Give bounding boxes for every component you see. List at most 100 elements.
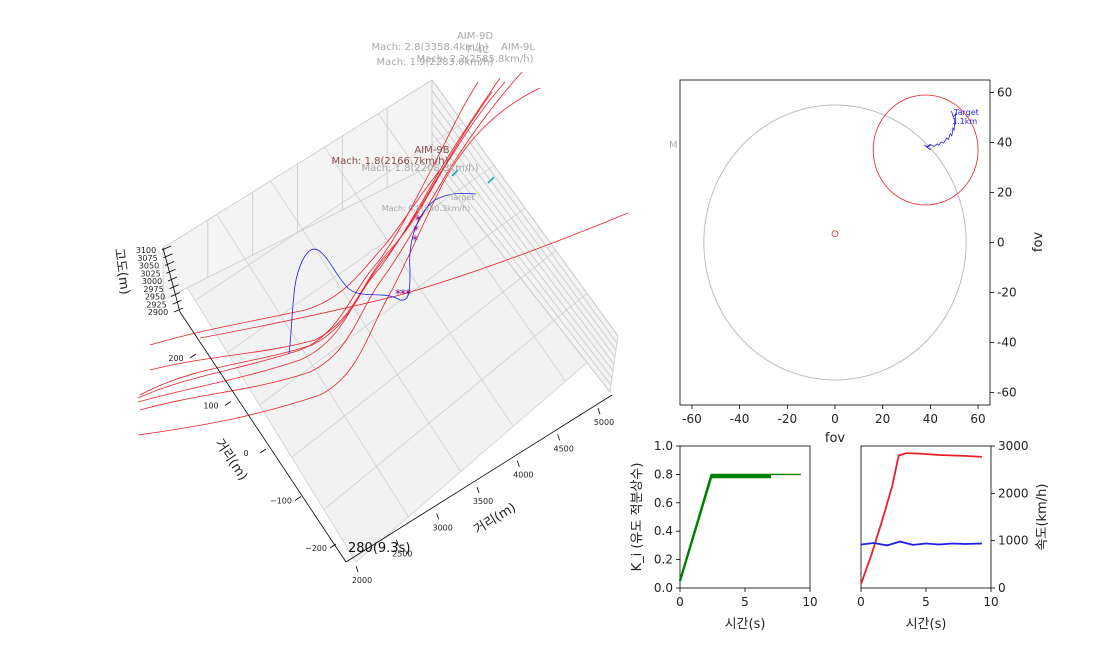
label-aim9l-mach: Mach: 2.2(2585.8km/h) [416,54,533,65]
fov-faded-label: M [669,140,678,151]
missile-trajectory [137,87,541,436]
z-tick-label: 3050 [139,262,159,271]
fov-target-label: Target [953,108,979,117]
floor-grid-line [291,250,557,458]
y-tick-label: 100 [203,402,218,411]
z-tick-label: 2925 [146,300,166,309]
x-tick-label: 2500 [392,550,412,559]
y-tick-label: 0.4 [654,524,673,538]
y-axis-label-3d: 거리(m) [212,436,251,483]
x-tick-label: 4500 [553,444,573,453]
label-aim9d: AIM-9D [457,31,493,42]
grid-lines-3d [194,79,619,518]
y-tick-label: 0 [997,236,1005,250]
cyan-marker [487,176,495,184]
fov-plot-frame [679,79,991,406]
missile-trajectory [199,212,629,339]
speed-y-label: 속도(km/h) [1035,484,1050,551]
hit-star-marker: * [412,233,418,247]
axes-3d [162,247,613,563]
y-tick-label: 1000 [998,534,1029,548]
y-tick-mark [259,448,267,454]
ticks-3d: 310030753050302530002975295029252900−200… [136,245,614,585]
y-tick-label: 3000 [998,439,1029,453]
label-aim9l: AIM-9L [501,42,535,53]
engagement-3d-plot: * * * * * * 3100307530503025300029752950… [111,31,629,585]
fov-ticks: -60 -40 -20 0 20 40 60 -60 -40 -20 0 20 40 60 [682,86,1016,427]
label-mach-1-9: Mach: 1.9(2283.0km/h) [376,57,493,68]
wall-grid-line [431,132,614,372]
x-tick-mark [395,539,399,546]
floor-grid-line [259,207,526,406]
y-tick-label: 0.0 [654,581,673,595]
missile-trajectory [149,81,506,371]
x-tick-label: 0 [857,595,865,609]
x-tick-label: 4000 [513,471,533,480]
z-tick-mark [167,276,178,282]
z-tick-mark [164,261,175,266]
x-tick-label: -60 [682,412,702,426]
missile-trajectory [137,77,501,403]
z-tick-label: 2900 [148,308,168,317]
z-axis-label-3d: 고도(m) [111,247,132,295]
gain-x-label: 시간(s) [725,617,766,632]
trajectories-3d: * * * * * * [137,71,629,436]
wall-grid-line [431,79,619,337]
hit-star-marker: * [413,223,419,237]
hit-star-marker: * [395,287,401,301]
wall-grid-line [431,122,615,365]
x-tick-mark [476,486,480,494]
y-tick-mark [329,543,337,549]
floor-grid-line [377,113,566,382]
x-tick-label: 20 [875,412,890,426]
cyan-marker [451,169,459,177]
x-tick-label: 2000 [352,576,372,585]
speed-x-label: 시간(s) [906,617,947,632]
y-tick-label: 0 [243,449,248,458]
floor-grid-line [323,293,588,510]
boresight-marker [831,230,839,238]
label-target-mach: Mach: 0.8(950.3km/h) [382,204,471,213]
gain-plot: 0 5 10 0.0 0.2 0.4 0.6 0.8 1.0 시간(s) K_i (유도 적분상… [630,439,818,632]
x-tick-mark [597,407,601,415]
x-tick-mark [355,565,359,573]
y-tick-label: 0 [998,581,1006,595]
seeker-circle [872,94,979,206]
missile-trajectory [137,81,479,399]
hit-star-marker: * [405,287,411,301]
x-tick-mark [436,513,440,520]
y-tick-label: 0.6 [654,496,673,510]
target-track-head [926,143,932,151]
gain-plot-frame [679,445,811,589]
y-tick-mark [224,401,232,406]
floor-grid-line [216,214,409,518]
z-tick-mark [172,299,182,305]
speed-series-line [860,452,982,585]
speed-content [860,452,982,585]
gain-content [678,473,801,582]
target-fov-track [924,110,957,148]
y-tick-label: -40 [997,336,1017,350]
x-tick-label: 10 [983,595,998,609]
floor-grid-line [194,122,464,301]
fov-x-label: fov [825,431,846,446]
floor-grid-line [270,180,462,472]
wall-grid-line [431,164,611,393]
x-tick-mark [557,434,561,441]
z-tick-mark [166,268,176,274]
wall-grid-line [431,143,613,379]
fov-limit-circle [703,104,967,381]
y-tick-label: 200 [168,354,183,363]
gain-series-line [678,474,771,582]
y-tick-label: −200 [305,544,327,553]
missile-trajectory [139,91,493,396]
hit-star-marker: * [400,287,406,301]
x-tick-label: 5 [741,595,749,609]
z-axis-line [162,247,181,313]
target-trajectory [288,192,477,355]
x-tick-label: 60 [970,412,985,426]
x-tick-label: -20 [778,412,798,426]
y-tick-label: -20 [997,286,1017,300]
